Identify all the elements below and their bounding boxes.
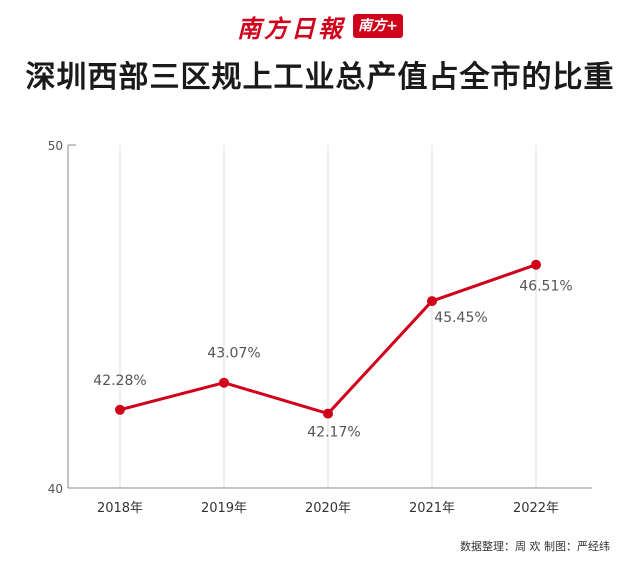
x-tick-label: 2018年 [97,501,143,516]
data-label: 43.07% [207,346,260,362]
data-point [427,296,437,307]
data-label: 42.17% [307,425,360,441]
data-point [115,404,125,415]
brand-badge: 南方+ [353,14,403,38]
data-point [531,259,541,270]
brand-logo-text: 南方日報 [237,13,346,43]
brand-header: 南方日報 南方+ [0,6,640,46]
data-label: 45.45% [434,310,487,326]
y-tick-label: 50 [48,139,63,153]
page-title: 深圳西部三区规上工业总产值占全市的比重 [25,60,615,95]
x-tick-label: 2019年 [201,501,247,516]
x-tick-label: 2020年 [305,501,351,516]
data-point [219,377,229,388]
data-label: 46.51% [519,279,572,295]
data-credit: 数据整理：周 欢 制图：严经纬 [460,540,610,553]
data-point [323,408,333,419]
x-tick-label: 2022年 [513,501,559,516]
y-tick-label: 40 [48,482,63,496]
x-tick-label: 2021年 [409,501,455,516]
data-label: 42.28% [93,373,146,389]
